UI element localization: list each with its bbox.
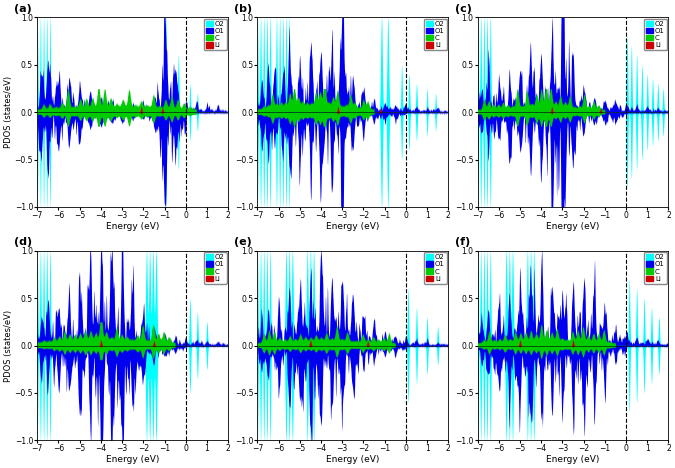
Legend: O2, O1, C, Li: O2, O1, C, Li	[644, 252, 667, 284]
Legend: O2, O1, C, Li: O2, O1, C, Li	[204, 252, 227, 284]
Text: (c): (c)	[454, 4, 471, 14]
Legend: O2, O1, C, Li: O2, O1, C, Li	[644, 19, 667, 51]
Text: (f): (f)	[454, 237, 470, 247]
X-axis label: Energy (eV): Energy (eV)	[546, 455, 599, 464]
X-axis label: Energy (eV): Energy (eV)	[106, 221, 159, 231]
X-axis label: Energy (eV): Energy (eV)	[326, 221, 379, 231]
X-axis label: Energy (eV): Energy (eV)	[546, 221, 599, 231]
Legend: O2, O1, C, Li: O2, O1, C, Li	[424, 19, 447, 51]
Text: (b): (b)	[234, 4, 252, 14]
Legend: O2, O1, C, Li: O2, O1, C, Li	[424, 252, 447, 284]
X-axis label: Energy (eV): Energy (eV)	[326, 455, 379, 464]
X-axis label: Energy (eV): Energy (eV)	[106, 455, 159, 464]
Text: (d): (d)	[14, 237, 32, 247]
Text: (a): (a)	[14, 4, 32, 14]
Legend: O2, O1, C, Li: O2, O1, C, Li	[204, 19, 227, 51]
Text: (e): (e)	[234, 237, 252, 247]
Y-axis label: PDOS (states/eV): PDOS (states/eV)	[4, 309, 14, 381]
Y-axis label: PDOS (states/eV): PDOS (states/eV)	[4, 76, 14, 148]
